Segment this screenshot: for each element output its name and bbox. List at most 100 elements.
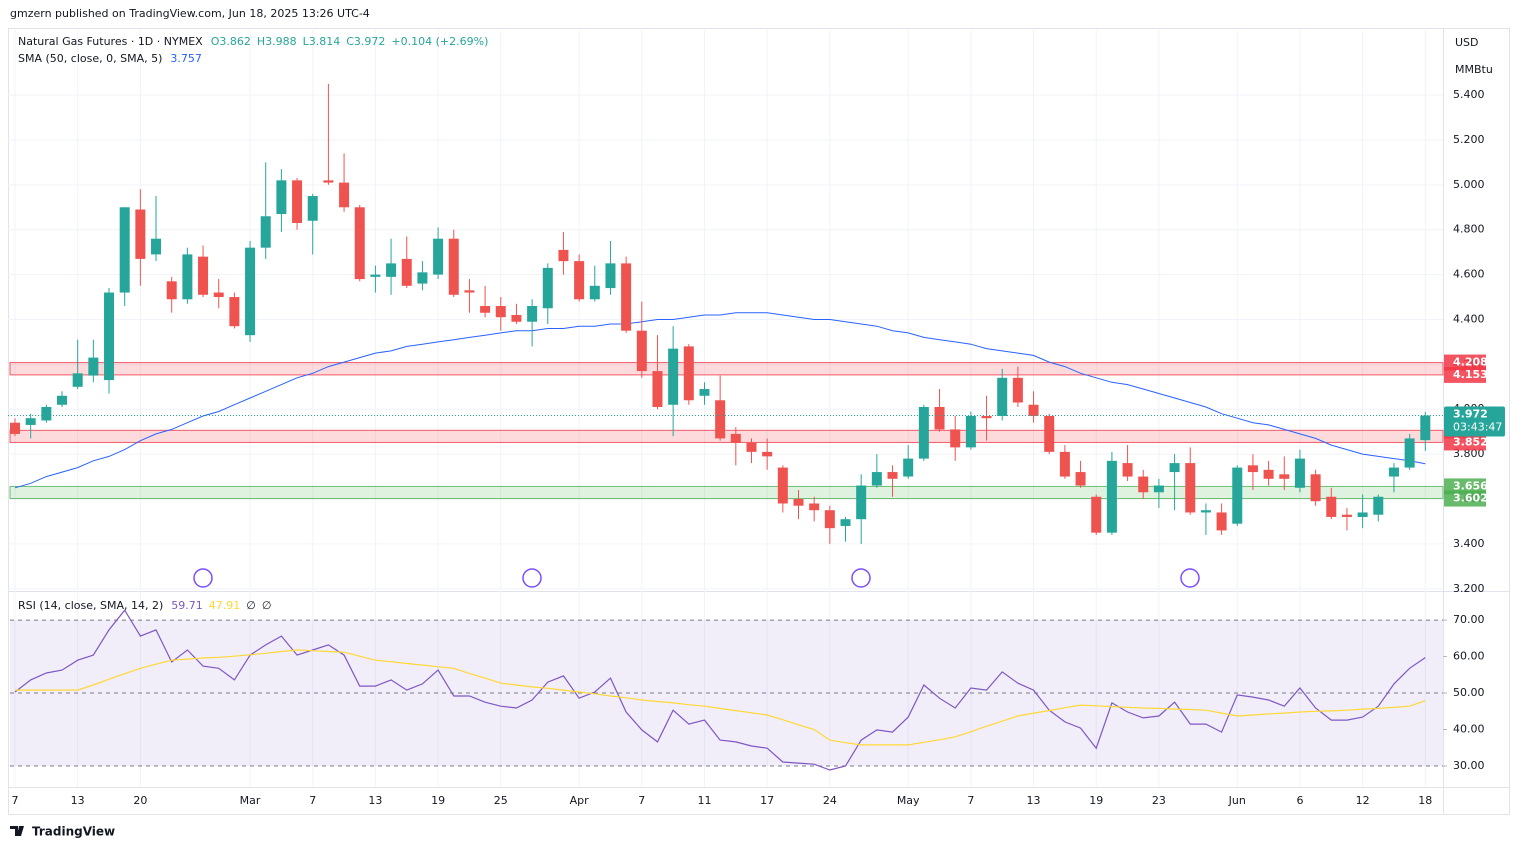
chart-title: Natural Gas Futures · 1D · NYMEX xyxy=(18,35,203,48)
candle-body xyxy=(354,207,365,280)
candle-body xyxy=(762,451,773,457)
candle-body xyxy=(793,498,804,506)
y-tick-label: 60.00 xyxy=(1453,650,1485,663)
candle-body xyxy=(1185,463,1196,513)
event-icon[interactable] xyxy=(522,568,542,588)
candle-body xyxy=(213,292,224,298)
candle-body xyxy=(527,306,538,322)
candle-body xyxy=(1247,465,1258,473)
candle-body xyxy=(699,389,710,396)
legend-name: SMA (50, close, 0, SMA, 5) xyxy=(18,52,162,65)
candle-body xyxy=(1075,472,1086,486)
candle-body xyxy=(840,519,851,526)
candle-body xyxy=(903,458,914,477)
candle-body xyxy=(1122,463,1133,477)
zone-price-tag xyxy=(1444,478,1486,495)
candle-body xyxy=(1388,467,1399,477)
x-tick-label: 7 xyxy=(12,794,19,807)
candle-body xyxy=(1200,510,1211,513)
candle-body xyxy=(1216,512,1227,531)
x-tick-label: 19 xyxy=(1089,794,1103,807)
last-price-label: 3.972 xyxy=(1453,408,1488,421)
candle-body xyxy=(166,281,177,300)
candle-body xyxy=(151,238,162,255)
x-tick-label: 11 xyxy=(697,794,711,807)
candle-body xyxy=(1232,467,1243,524)
ohlc-label: +0.104 (+2.69%) xyxy=(391,35,488,48)
zone-price-label: 4.153 xyxy=(1453,368,1488,381)
candle-body xyxy=(1326,496,1337,517)
candle-body xyxy=(824,510,835,529)
candle-body xyxy=(809,503,820,511)
zone-price-tag xyxy=(1444,490,1486,507)
x-tick-label: Mar xyxy=(240,794,261,807)
candle-body xyxy=(1091,496,1102,533)
x-tick-label: Jun xyxy=(1228,794,1246,807)
candle-body xyxy=(417,272,428,284)
candle-body xyxy=(401,258,412,286)
candle-body xyxy=(198,256,209,295)
candle-body xyxy=(730,433,741,443)
ohlc-label: C3.972 xyxy=(346,35,385,48)
y-tick-label: 4.800 xyxy=(1453,223,1485,236)
candle-body xyxy=(88,357,99,376)
candle-body xyxy=(1263,469,1274,479)
x-tick-label: 23 xyxy=(1152,794,1166,807)
candle-body xyxy=(997,377,1008,416)
candle-body xyxy=(370,274,381,277)
zone-price-tag xyxy=(1444,366,1486,383)
candle-body xyxy=(1357,512,1368,517)
y-tick-label: 5.200 xyxy=(1453,133,1485,146)
last-price-tag xyxy=(1444,406,1505,437)
x-tick-label: 13 xyxy=(71,794,85,807)
chart-layer: 3.2003.4003.6003.8004.0004.2004.4004.600… xyxy=(8,30,1505,807)
candle-body xyxy=(1279,474,1290,479)
zone-price-label: 3.602 xyxy=(1453,492,1488,505)
zone-price-label: 3.852 xyxy=(1453,435,1488,448)
x-tick-label: 6 xyxy=(1296,794,1303,807)
x-tick-label: 20 xyxy=(133,794,147,807)
y-tick-label: 5.000 xyxy=(1453,178,1485,191)
candle-body xyxy=(636,330,647,372)
y-tick-label: 3.400 xyxy=(1453,537,1485,550)
frame xyxy=(8,28,1510,815)
event-icon[interactable] xyxy=(1180,568,1200,588)
legend-value: 3.757 xyxy=(170,52,202,65)
line-series xyxy=(14,312,1426,489)
brand: TradingView xyxy=(32,825,115,839)
candle-body xyxy=(1028,404,1039,416)
x-tick-label: 13 xyxy=(1027,794,1041,807)
x-tick-label: 24 xyxy=(823,794,837,807)
candle-body xyxy=(323,180,334,183)
candle-body xyxy=(1341,514,1352,517)
candle-body xyxy=(10,422,20,434)
candle-body xyxy=(856,485,867,520)
x-tick-label: 12 xyxy=(1356,794,1370,807)
rsi-legend-value: 47.91 xyxy=(209,599,241,612)
candle-body xyxy=(1059,451,1070,477)
candle-body xyxy=(1138,476,1149,493)
x-tick-label: 18 xyxy=(1418,794,1432,807)
candle-body xyxy=(683,346,694,401)
rsi-legend-value: 59.71 xyxy=(171,599,203,612)
rsi-legend-extra: ∅ xyxy=(246,599,256,612)
candle-body xyxy=(1044,415,1055,452)
candle-body xyxy=(464,290,475,293)
zone-price-tag xyxy=(1444,434,1486,451)
candle-body xyxy=(104,292,115,381)
candle-body xyxy=(276,180,287,215)
candle-body xyxy=(668,348,679,405)
candle-body xyxy=(652,371,663,407)
candle-body xyxy=(292,180,303,223)
candle-body xyxy=(777,467,788,504)
brand-logo xyxy=(10,826,24,836)
zone xyxy=(9,429,1444,443)
currency: USD xyxy=(1455,36,1479,49)
candle-body xyxy=(558,249,569,262)
candle-body xyxy=(934,406,945,430)
y-tick-label: 40.00 xyxy=(1453,723,1485,736)
line-series xyxy=(15,649,1426,746)
event-icon[interactable] xyxy=(193,568,213,588)
candle-body xyxy=(887,472,898,479)
event-icon[interactable] xyxy=(851,568,871,588)
